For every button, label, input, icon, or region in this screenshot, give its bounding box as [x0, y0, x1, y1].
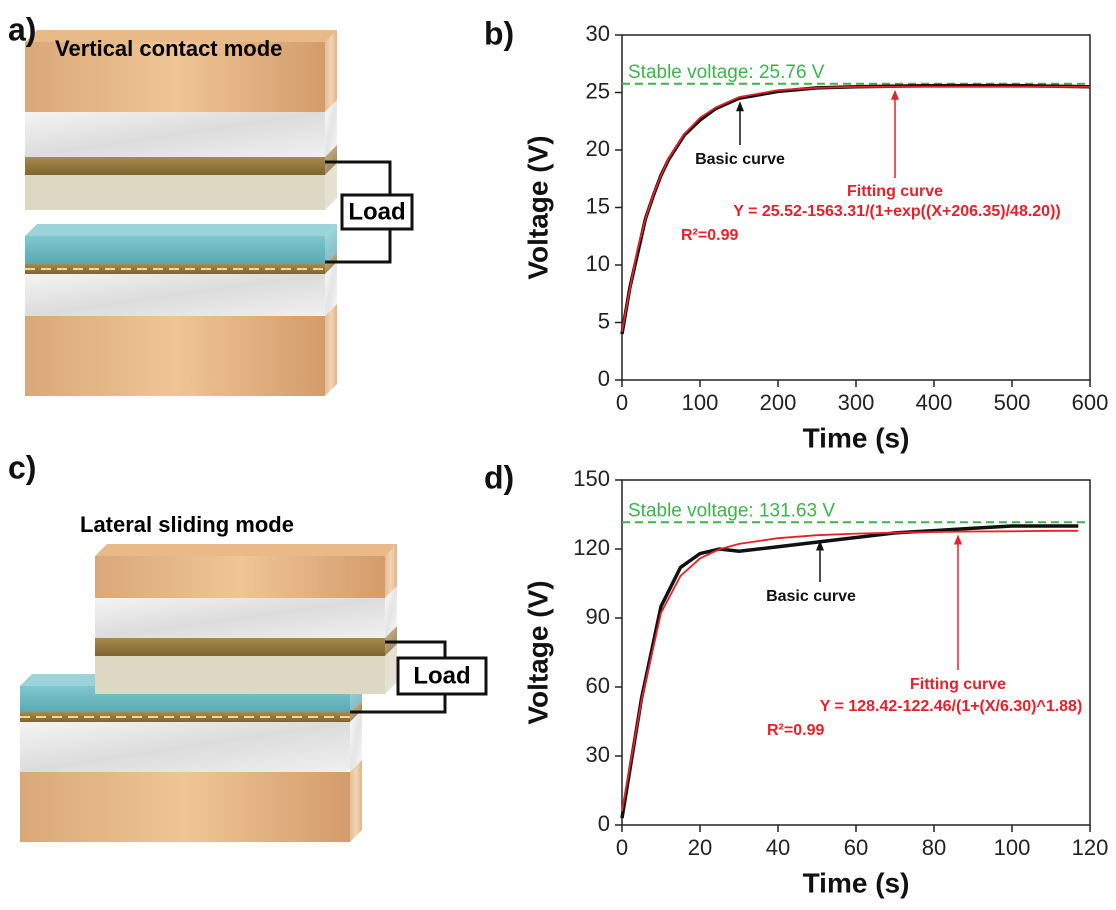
reference-label: Stable voltage: 25.76 V	[628, 62, 825, 83]
layer-side	[385, 586, 397, 638]
x-tick-label: 200	[760, 390, 797, 415]
x-tick-label: 60	[844, 835, 868, 860]
layer-side	[325, 30, 337, 113]
arrow-head	[816, 540, 824, 551]
wire	[325, 229, 392, 264]
x-tick-label: 0	[616, 390, 628, 415]
layer	[95, 556, 385, 598]
y-tick-label: 120	[573, 535, 610, 560]
load-box	[396, 656, 488, 696]
x-axis-title: Time (s)	[803, 422, 910, 453]
y-tick-label: 30	[586, 742, 610, 767]
layer-side	[325, 163, 337, 211]
x-tick-label: 100	[682, 390, 719, 415]
block-top	[95, 544, 397, 556]
diagram-title: Lateral sliding mode	[80, 512, 294, 537]
annotation: Y = 25.52-1563.31/(1+exp((X+206.35)/48.2…	[733, 203, 1060, 220]
layer	[25, 175, 325, 210]
layer	[25, 112, 325, 157]
series-line	[621, 85, 1090, 332]
x-tick-label: 0	[616, 835, 628, 860]
series-line	[620, 524, 1079, 819]
layer-side	[325, 304, 337, 397]
load-label: Load	[413, 662, 470, 689]
x-axis-title: Time (s)	[803, 867, 910, 898]
layer-side	[325, 100, 337, 158]
y-tick-label: 10	[586, 251, 610, 276]
y-tick-label: 30	[586, 21, 610, 46]
layer	[25, 236, 325, 264]
layer-side	[385, 644, 397, 694]
series-label: Fitting curve	[847, 183, 943, 200]
diagrams: Load a) Vertical contact mode Load c) Lateral…	[8, 11, 488, 842]
arrow-head	[736, 101, 744, 112]
y-tick-label: 20	[586, 136, 610, 161]
annotation: Y = 128.42-122.46/(1+(X/6.30)^1.88)	[820, 698, 1083, 715]
layer	[25, 274, 325, 316]
block-top	[25, 30, 337, 42]
x-tick-label: 100	[994, 835, 1031, 860]
arrow-head	[954, 534, 962, 545]
y-tick-label: 5	[598, 308, 610, 333]
reference-label: Stable voltage: 131.63 V	[628, 500, 835, 521]
x-tick-label: 40	[766, 835, 790, 860]
y-tick-label: 0	[598, 366, 610, 391]
panel-label: d)	[484, 459, 514, 495]
arrow-head	[891, 89, 899, 100]
y-tick-label: 0	[598, 811, 610, 836]
y-axis-title: Voltage (V)	[522, 135, 553, 279]
layer-side	[325, 145, 337, 176]
panel-label: c)	[8, 449, 36, 485]
load-box	[340, 193, 414, 231]
layer-side	[350, 710, 362, 772]
annotation: R²=0.99	[767, 722, 824, 739]
layer	[95, 638, 385, 656]
y-tick-label: 150	[573, 466, 610, 491]
y-tick-label: 90	[586, 604, 610, 629]
x-tick-label: 80	[922, 835, 946, 860]
y-tick-label: 60	[586, 673, 610, 698]
y-axis-title: Voltage (V)	[522, 580, 553, 724]
layer-side	[325, 262, 337, 317]
x-tick-label: 400	[916, 390, 953, 415]
y-tick-label: 15	[586, 193, 610, 218]
layer	[25, 157, 325, 175]
layer	[25, 42, 325, 112]
series-label: Basic curve	[766, 588, 856, 605]
x-tick-label: 600	[1072, 390, 1109, 415]
annotation: R²=0.99	[681, 227, 738, 244]
series-line	[621, 529, 1079, 812]
series-label: Basic curve	[695, 151, 785, 168]
layer-side	[350, 760, 362, 842]
layer	[95, 656, 385, 694]
x-tick-label: 300	[838, 390, 875, 415]
x-tick-label: 120	[1072, 835, 1109, 860]
panel-label: a)	[8, 11, 36, 47]
panel-label: b)	[484, 15, 514, 51]
layer	[95, 598, 385, 638]
x-tick-label: 500	[994, 390, 1031, 415]
layer-side	[385, 544, 397, 598]
layer	[20, 772, 350, 842]
load-label: Load	[348, 198, 405, 225]
series-label: Fitting curve	[910, 676, 1006, 693]
block-top	[25, 224, 337, 236]
diagram-title: Vertical contact mode	[55, 36, 282, 61]
wire	[385, 640, 447, 658]
x-tick-label: 20	[688, 835, 712, 860]
y-tick-label: 25	[586, 78, 610, 103]
layer-side	[325, 224, 337, 265]
layer	[20, 722, 350, 772]
layer	[25, 316, 325, 396]
wire	[350, 694, 447, 714]
wire	[325, 160, 392, 195]
